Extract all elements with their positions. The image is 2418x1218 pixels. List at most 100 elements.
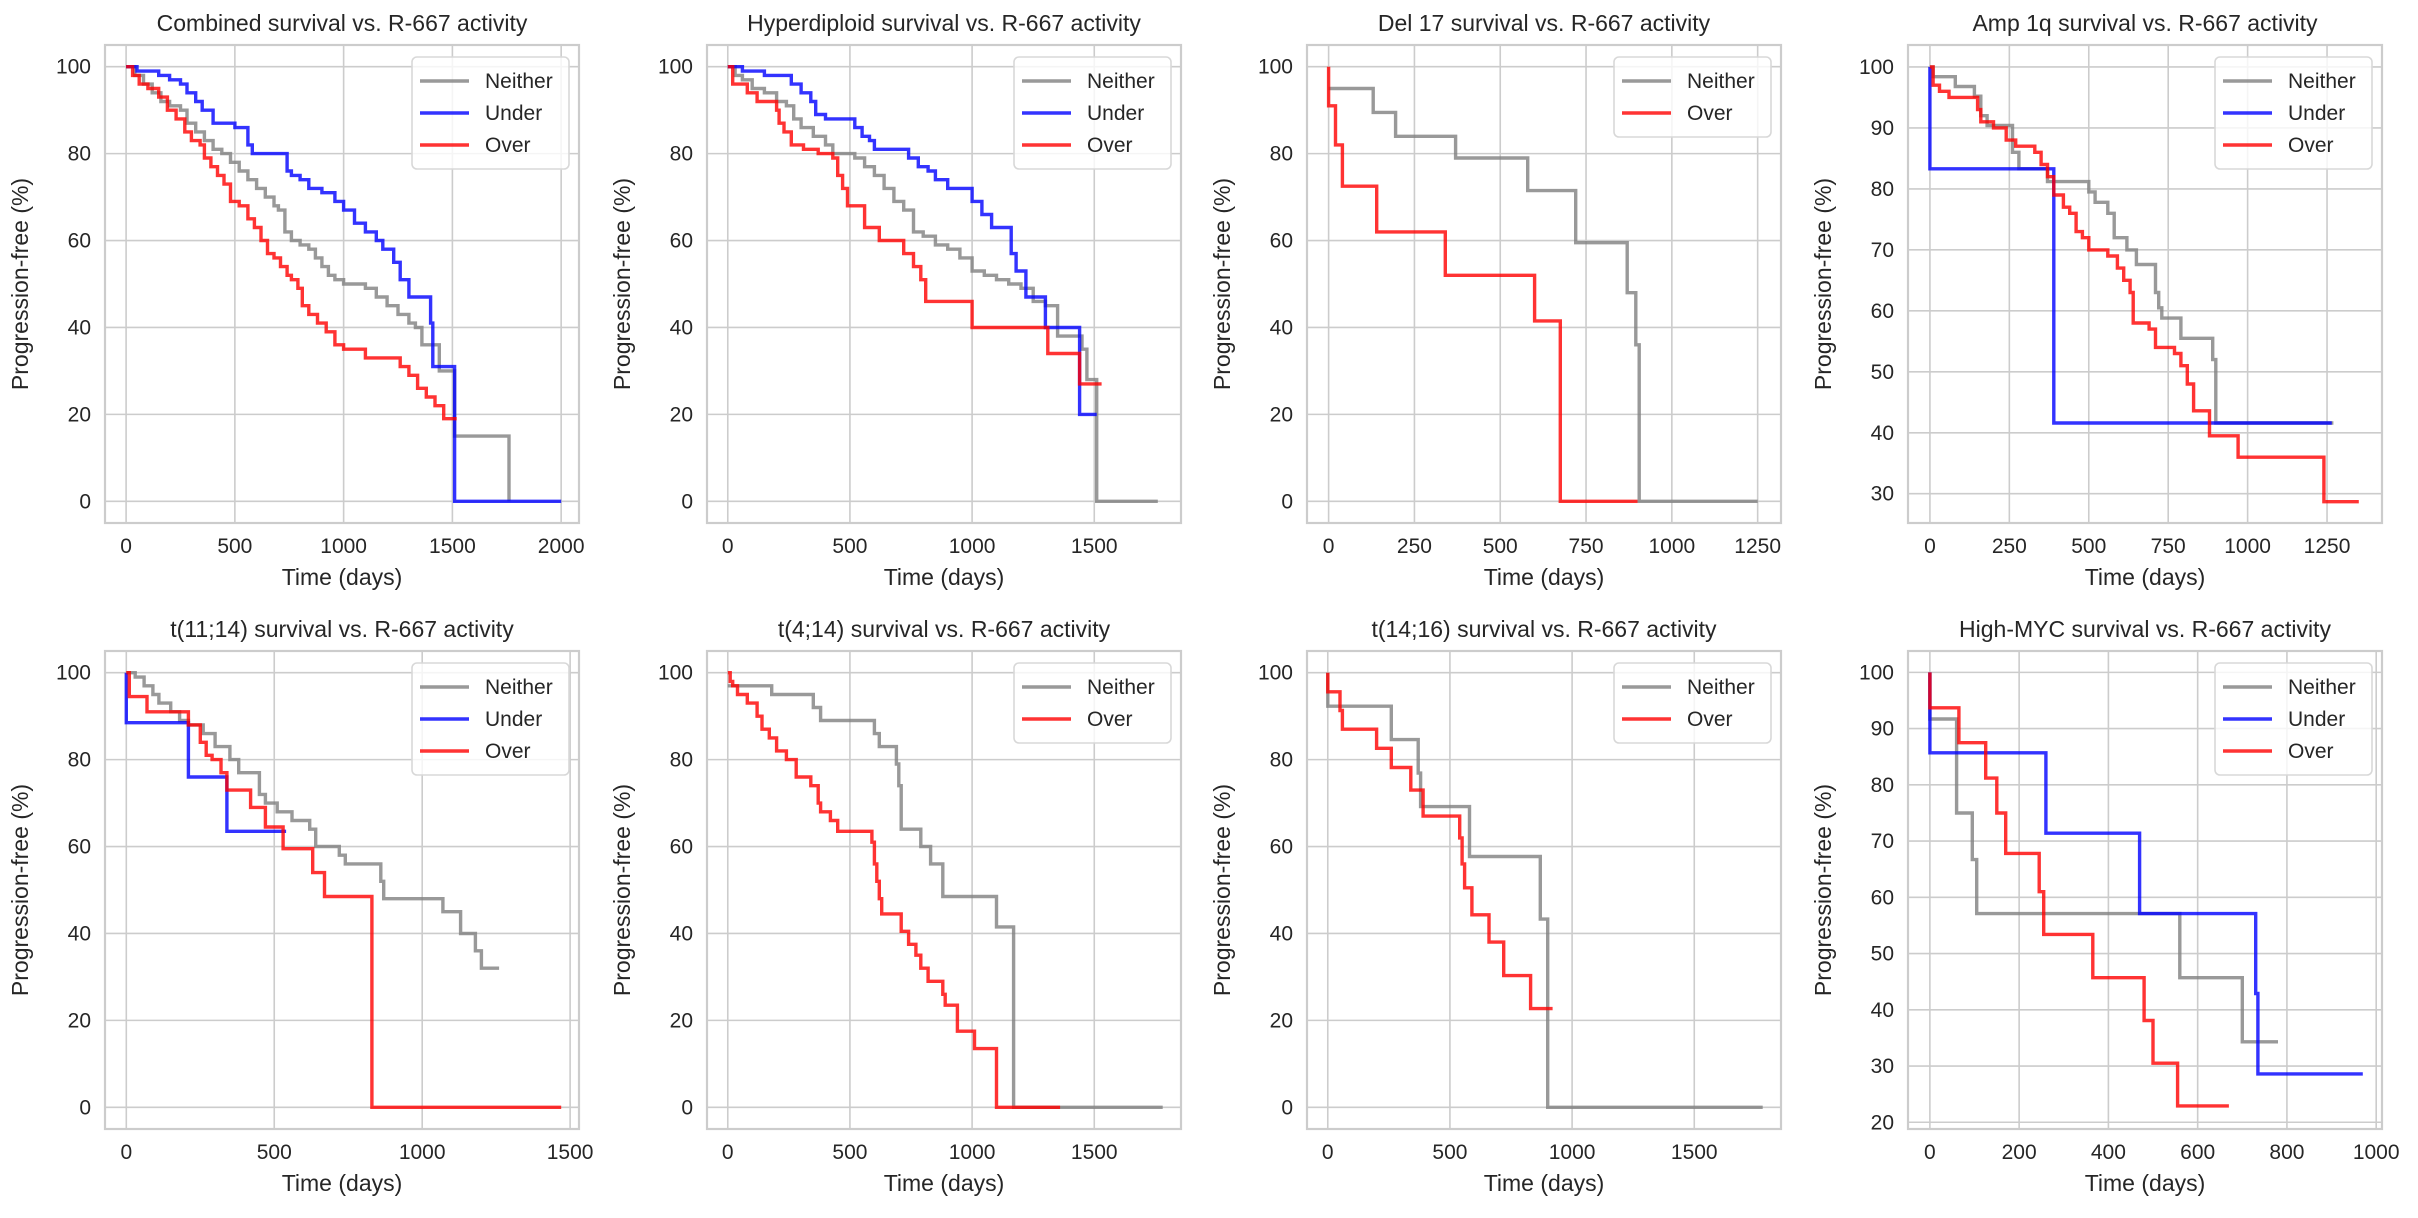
axes-frame (1305, 649, 1783, 1131)
x-tick-label: 1250 (1734, 535, 1781, 558)
x-tick-label: 500 (832, 1141, 867, 1164)
y-tick-label: 50 (1871, 361, 1894, 384)
legend-box (411, 662, 570, 776)
y-tick-label: 80 (1871, 178, 1894, 201)
x-tick-label: 500 (217, 535, 252, 558)
legend-label: Under (1087, 102, 1144, 125)
x-tick-label: 1000 (399, 1141, 446, 1164)
y-tick-label: 40 (1871, 422, 1894, 445)
y-tick-label: 60 (68, 836, 91, 859)
x-axis-label: Time (days) (2085, 564, 2206, 590)
x-tick-label: 1500 (1071, 535, 1118, 558)
y-tick-label: 20 (670, 403, 693, 426)
y-tick-label: 100 (1859, 661, 1894, 684)
km-curve-under (727, 65, 1097, 417)
y-axis-label: Progression-free (%) (1209, 784, 1235, 996)
y-tick-label: 100 (658, 56, 693, 79)
legend: Neither Under Over (411, 662, 570, 776)
subplot-title: Combined survival vs. R-667 activity (157, 10, 528, 36)
km-curve-neither (126, 65, 511, 502)
x-tick-label: 750 (2151, 535, 2186, 558)
legend-label: Neither (1687, 676, 1755, 699)
axes-frame (103, 43, 581, 525)
subplot-title: Amp 1q survival vs. R-667 activity (1972, 10, 2318, 36)
y-tick-label: 60 (1270, 230, 1293, 253)
y-tick-label: 80 (670, 749, 693, 772)
y-tick-label: 90 (1871, 718, 1894, 741)
y-tick-label: 20 (670, 1009, 693, 1032)
y-tick-label: 20 (1270, 403, 1293, 426)
y-tick-label: 80 (1871, 774, 1894, 797)
legend-label: Neither (1687, 70, 1755, 93)
y-tick-label: 0 (79, 1096, 91, 1119)
subplot-6: 0 500 1000 1500 0 20 40 60 80 100 t(4;14) survival… (609, 616, 1183, 1196)
km-curve-over (727, 671, 1061, 1109)
y-tick-label: 20 (1871, 1111, 1894, 1134)
x-tick-label: 400 (2091, 1141, 2126, 1164)
km-curve-over (1928, 672, 2229, 1108)
y-axis-label: Progression-free (%) (7, 784, 33, 996)
y-tick-label: 100 (1258, 662, 1293, 685)
legend-label: Over (1687, 102, 1733, 125)
legend-label: Over (2288, 134, 2334, 157)
km-curve-over (1326, 672, 1553, 1011)
legend-label: Neither (485, 70, 553, 93)
km-curve-over (1326, 66, 1638, 503)
subplot-title: High-MYC survival vs. R-667 activity (1959, 616, 2331, 642)
legend-label: Under (2288, 102, 2345, 125)
km-curve-over (727, 65, 1102, 386)
y-axis-label: Progression-free (%) (609, 178, 635, 390)
axes-frame (1906, 649, 2384, 1131)
subplot-title: t(11;14) survival vs. R-667 activity (170, 616, 514, 642)
x-tick-label: 2000 (538, 535, 585, 558)
y-axis-label: Progression-free (%) (609, 784, 635, 996)
y-tick-label: 60 (68, 230, 91, 253)
y-tick-label: 70 (1871, 239, 1894, 262)
x-tick-label: 1000 (949, 1141, 996, 1164)
y-tick-label: 60 (1871, 886, 1894, 909)
axes-frame (103, 649, 581, 1131)
x-tick-label: 500 (2071, 535, 2106, 558)
subplot-8: 0 200 400 600 800 1000 20 30 40 50 60 70 80 90 100 High… (1810, 616, 2400, 1196)
x-tick-label: 0 (1924, 535, 1936, 558)
y-tick-label: 60 (1270, 836, 1293, 859)
x-axis-label: Time (days) (884, 1170, 1005, 1196)
legend-label: Neither (2288, 70, 2356, 93)
x-tick-label: 250 (1992, 535, 2027, 558)
legend-label: Over (485, 740, 531, 763)
x-tick-label: 1500 (547, 1141, 594, 1164)
subplot-5: 0 500 1000 1500 0 20 40 60 80 100 t(11;14) surviva… (7, 616, 593, 1196)
y-tick-label: 20 (1270, 1009, 1293, 1032)
axes-frame (1305, 43, 1783, 525)
legend-label: Over (1087, 134, 1133, 157)
y-tick-label: 100 (658, 662, 693, 685)
legend: Neither Under Over (2214, 662, 2373, 776)
legend-box (1613, 56, 1772, 138)
y-tick-label: 80 (1270, 749, 1293, 772)
x-axis-label: Time (days) (2085, 1170, 2206, 1196)
km-curve-under (1928, 66, 2332, 425)
y-tick-label: 60 (670, 230, 693, 253)
y-tick-label: 40 (1871, 999, 1894, 1022)
legend-label: Under (485, 708, 542, 731)
y-axis-label: Progression-free (%) (1810, 178, 1836, 390)
y-tick-label: 100 (56, 662, 91, 685)
x-tick-label: 1000 (2353, 1141, 2400, 1164)
y-tick-label: 100 (1859, 56, 1894, 79)
x-axis-label: Time (days) (1484, 564, 1605, 590)
legend-label: Under (485, 102, 542, 125)
y-tick-label: 80 (1270, 143, 1293, 166)
legend-box (411, 56, 570, 170)
km-curve-neither (1326, 672, 1763, 1109)
legend-label: Over (485, 134, 531, 157)
y-tick-label: 0 (681, 490, 693, 513)
subplot-1: 0 500 1000 1500 2000 0 20 40 60 80 100 Combined sur… (7, 10, 585, 590)
y-tick-label: 40 (68, 922, 91, 945)
x-tick-label: 1000 (1549, 1141, 1596, 1164)
legend: Neither Under Over (2214, 56, 2373, 170)
y-tick-label: 100 (56, 56, 91, 79)
y-tick-label: 0 (1281, 1096, 1293, 1119)
y-tick-label: 20 (68, 403, 91, 426)
x-tick-label: 0 (722, 1141, 734, 1164)
legend-box (1013, 662, 1172, 744)
